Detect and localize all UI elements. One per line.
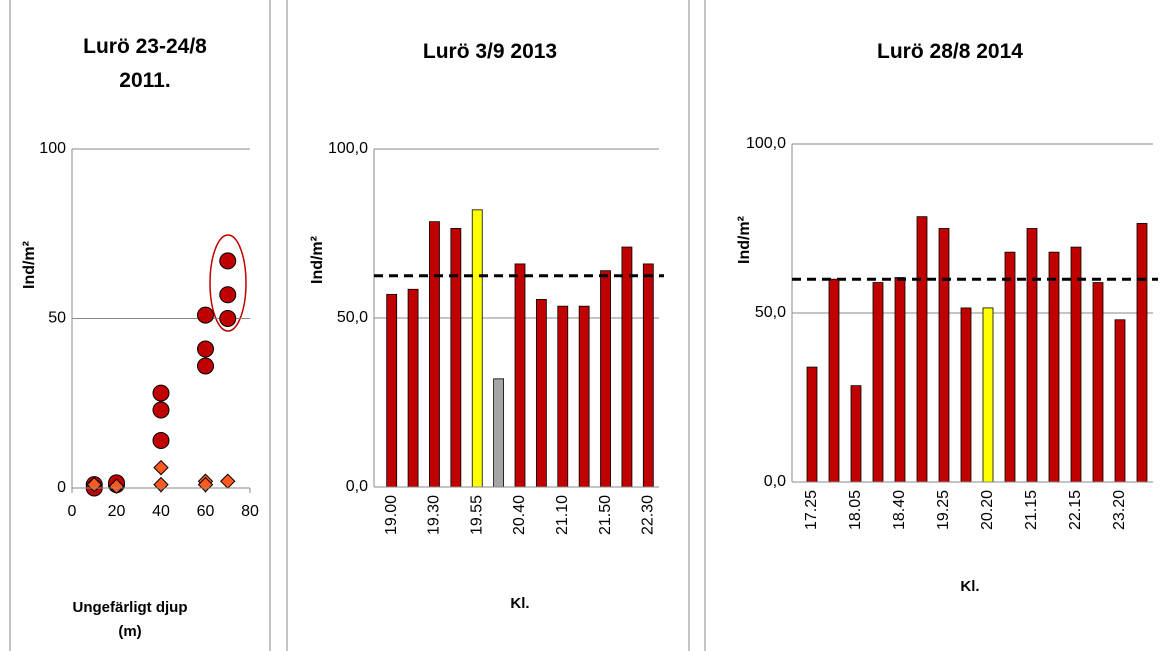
y-tick-label: 100,0 bbox=[746, 135, 786, 152]
x-tick-label: 22.15 bbox=[1067, 490, 1084, 530]
y-tick-label: 0,0 bbox=[346, 478, 368, 495]
x-tick-label: 20.40 bbox=[511, 495, 528, 535]
point bbox=[219, 286, 237, 304]
panel-frame bbox=[9, 0, 271, 651]
x-tick-label: 20 bbox=[108, 503, 126, 520]
bar bbox=[642, 263, 654, 488]
x-tick-label: 80 bbox=[241, 503, 259, 520]
y-tick-label: 50,0 bbox=[755, 304, 786, 321]
bar bbox=[1070, 246, 1082, 483]
x-tick-label: 21.50 bbox=[597, 495, 614, 535]
y-tick-label: 0 bbox=[57, 479, 66, 496]
bar bbox=[1092, 282, 1104, 483]
bar bbox=[1114, 319, 1126, 483]
x-tick-label: 60 bbox=[197, 503, 215, 520]
bar bbox=[407, 288, 419, 488]
point bbox=[152, 432, 170, 450]
point bbox=[153, 476, 169, 493]
point bbox=[197, 340, 214, 358]
x-tick-label: 18.05 bbox=[847, 490, 864, 530]
bar bbox=[1026, 228, 1038, 483]
x-axis-title: Kl. bbox=[510, 595, 530, 612]
point bbox=[153, 459, 169, 476]
bar bbox=[916, 216, 928, 483]
bar bbox=[535, 299, 547, 488]
bar bbox=[471, 209, 483, 488]
x-tick-label: 19.30 bbox=[426, 495, 443, 535]
bar bbox=[557, 305, 569, 488]
x-tick-label: 18.40 bbox=[891, 490, 908, 530]
bar bbox=[1048, 251, 1060, 483]
point bbox=[219, 252, 237, 270]
point bbox=[220, 473, 236, 489]
bar bbox=[960, 307, 972, 483]
chart-title: Lurö 28/8 2014 bbox=[877, 40, 1023, 63]
x-tick-label: 17.25 bbox=[803, 490, 820, 530]
bar bbox=[493, 378, 505, 488]
bar bbox=[1136, 223, 1148, 483]
x-axis-title: Kl. bbox=[960, 578, 980, 595]
y-tick-label: 0,0 bbox=[764, 473, 786, 490]
bar bbox=[894, 277, 906, 483]
bar bbox=[1004, 251, 1016, 483]
bar bbox=[386, 293, 398, 488]
bar bbox=[450, 228, 462, 488]
x-tick-label: 40 bbox=[152, 503, 170, 520]
point bbox=[197, 357, 214, 375]
y-tick-label: 100,0 bbox=[328, 140, 368, 157]
x-tick-label: 19.00 bbox=[383, 495, 400, 535]
x-tick-label: 21.15 bbox=[1023, 490, 1040, 530]
bar bbox=[982, 307, 994, 483]
y-axis-title: Ind/m² bbox=[21, 241, 38, 289]
bar bbox=[938, 228, 950, 483]
chart-title: Lurö 23-24/8 2011. bbox=[83, 35, 207, 92]
bar bbox=[600, 270, 611, 488]
panel-frame bbox=[704, 0, 706, 651]
chart-title: Lurö 3/9 2013 bbox=[422, 40, 558, 63]
point bbox=[152, 401, 170, 419]
highlight-ellipse bbox=[209, 234, 247, 332]
y-axis-title: Ind/m² bbox=[309, 236, 326, 284]
x-tick-label: 19.25 bbox=[935, 490, 952, 530]
bar bbox=[828, 278, 840, 483]
x-tick-label: 0 bbox=[68, 503, 77, 520]
x-tick-label: 23.20 bbox=[1111, 490, 1128, 530]
bar bbox=[514, 263, 526, 488]
bar bbox=[872, 282, 884, 483]
y-tick-label: 50 bbox=[48, 310, 66, 327]
x-tick-label: 20.20 bbox=[979, 490, 996, 530]
bar bbox=[578, 305, 590, 488]
point bbox=[152, 384, 170, 402]
panel-frame bbox=[286, 0, 690, 651]
bar bbox=[850, 385, 862, 483]
y-tick-label: 100 bbox=[39, 140, 66, 157]
point bbox=[108, 478, 125, 495]
x-tick-label: 19.55 bbox=[468, 495, 485, 535]
point bbox=[197, 306, 214, 324]
x-axis-title: Ungefärligt djup (m) bbox=[72, 599, 188, 640]
y-tick-label: 50,0 bbox=[337, 309, 368, 326]
x-tick-label: 21.10 bbox=[554, 495, 571, 535]
bar bbox=[429, 221, 440, 488]
y-axis-title: Ind/m² bbox=[736, 216, 753, 264]
bar bbox=[621, 246, 633, 488]
bar bbox=[806, 366, 818, 483]
point bbox=[219, 310, 237, 327]
x-tick-label: 22.30 bbox=[640, 495, 657, 535]
